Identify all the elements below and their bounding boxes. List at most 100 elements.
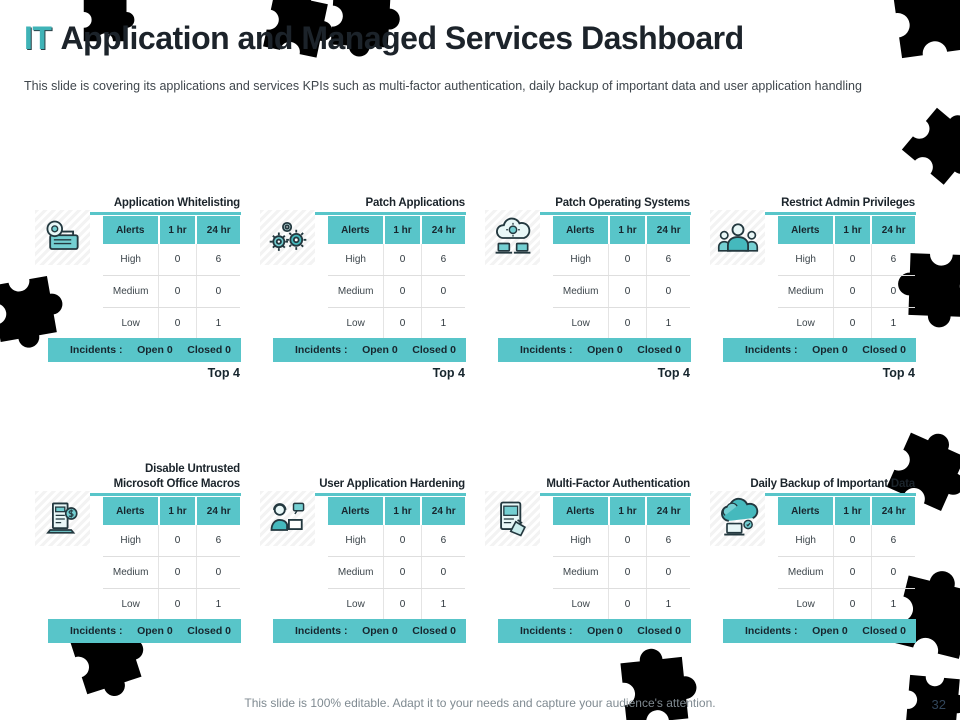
table-row-low: Low 0 1 [328,588,465,620]
admin-privileges-icon [710,210,765,265]
row-label: High [345,254,366,265]
row-label: Low [346,318,365,329]
incidents-bar: Incidents : Open 0 Closed 0 [498,619,691,643]
value-24hr: 1 [645,589,690,620]
page-title: IT Application and Managed Services Dashb… [24,20,744,57]
value-1hr: 0 [833,589,870,620]
panel-title: Patch Applications [246,196,466,210]
incidents-bar: Incidents : Open 0 Closed 0 [273,338,466,362]
table-header-row: Alerts 1 hr 24 hr [553,497,690,525]
table-header-row: Alerts 1 hr 24 hr [328,497,465,525]
row-label: Medium [562,567,599,578]
table-row-medium: Medium 0 0 [328,556,465,588]
value-24hr: 6 [195,525,240,556]
column-header-1hr: 1 hr [834,497,873,525]
table-row-high: High 0 6 [103,525,240,556]
panel-title-line1: Restrict Admin Privileges [781,196,915,209]
table-row-low: Low 0 1 [328,307,465,339]
row-label: Low [571,599,590,610]
value-1hr: 0 [608,276,645,307]
row-label: Low [121,599,140,610]
incidents-label: Incidents : [295,625,348,637]
kpi-panel: Patch Operating Systems Alerts 1 hr 24 h… [485,188,691,383]
value-1hr: 0 [833,557,870,588]
kpi-panel: Daily Backup of Important Data Alerts 1 … [710,469,916,664]
value-1hr: 0 [383,244,420,275]
column-header-24hr: 24 hr [647,497,690,525]
table-row-low: Low 0 1 [103,588,240,620]
row-label: High [795,535,816,546]
incidents-open: Open 0 [137,344,173,356]
incidents-closed: Closed 0 [187,625,231,637]
table-header-row: Alerts 1 hr 24 hr [778,497,915,525]
panel-title-line1: User Application Hardening [319,477,465,490]
value-1hr: 0 [833,525,870,556]
value-1hr: 0 [158,276,195,307]
panel-title: Daily Backup of Important Data [696,477,915,491]
alerts-table: Alerts 1 hr 24 hr High 0 6 Medium 0 0 Lo… [103,216,240,339]
incidents-label: Incidents : [520,344,573,356]
panel-title: Disable Untrusted Microsoft Office Macro… [21,462,241,491]
table-row-high: High 0 6 [103,244,240,275]
column-header-1hr: 1 hr [159,497,198,525]
incidents-bar: Incidents : Open 0 Closed 0 [723,619,916,643]
column-header-alerts: Alerts [103,497,160,525]
incidents-open: Open 0 [137,625,173,637]
column-header-alerts: Alerts [778,216,835,244]
table-row-medium: Medium 0 0 [328,275,465,307]
value-1hr: 0 [158,308,195,339]
value-1hr: 0 [833,308,870,339]
column-header-1hr: 1 hr [384,497,423,525]
title-underline [535,212,691,215]
title-underline [535,493,691,496]
alerts-table: Alerts 1 hr 24 hr High 0 6 Medium 0 0 Lo… [103,497,240,620]
title-underline [85,212,241,215]
slide-subtitle: This slide is covering its applications … [24,79,862,93]
value-1hr: 0 [383,308,420,339]
alerts-table: Alerts 1 hr 24 hr High 0 6 Medium 0 0 Lo… [553,216,690,339]
table-row-medium: Medium 0 0 [103,275,240,307]
panel-title-line1: Application Whitelisting [113,196,240,209]
column-header-1hr: 1 hr [609,497,648,525]
value-24hr: 0 [645,276,690,307]
incidents-label: Incidents : [70,344,123,356]
panel-title: Patch Operating Systems [471,196,690,210]
row-label: High [120,535,141,546]
top4-label: Top 4 [432,366,465,380]
panel-title: Application Whitelisting [21,196,240,210]
kpi-panel: User Application Hardening Alerts 1 hr 2… [260,469,466,664]
panel-title-line1: Patch Operating Systems [555,196,690,209]
panel-title-line1: Daily Backup of Important Data [750,477,915,490]
value-1hr: 0 [608,525,645,556]
puzzle-icon [838,0,960,86]
incidents-label: Incidents : [745,625,798,637]
patch-os-icon [485,210,540,265]
title-underline [85,493,241,496]
table-header-row: Alerts 1 hr 24 hr [103,497,240,525]
title-text: Application and Managed Services Dashboa… [60,20,744,56]
value-1hr: 0 [158,244,195,275]
row-label: Medium [337,286,374,297]
table-row-high: High 0 6 [328,244,465,275]
value-24hr: 0 [420,557,465,588]
title-underline [310,493,466,496]
value-24hr: 6 [645,525,690,556]
gears-icon [260,210,315,265]
panel-title: User Application Hardening [246,477,465,491]
whitelisting-icon [35,210,90,265]
value-24hr: 6 [645,244,690,275]
row-label: High [795,254,816,265]
kpi-panel: Multi-Factor Authentication Alerts 1 hr … [485,469,691,664]
title-underline [760,493,916,496]
value-24hr: 1 [195,308,240,339]
value-1hr: 0 [608,244,645,275]
value-1hr: 0 [608,308,645,339]
column-header-24hr: 24 hr [197,497,240,525]
page-number: 32 [931,697,946,712]
table-row-high: High 0 6 [328,525,465,556]
row-label: High [120,254,141,265]
alerts-table: Alerts 1 hr 24 hr High 0 6 Medium 0 0 Lo… [778,497,915,620]
value-1hr: 0 [608,589,645,620]
incidents-bar: Incidents : Open 0 Closed 0 [48,619,241,643]
panel-row-top: Application Whitelisting Alerts 1 hr 24 … [35,188,916,383]
